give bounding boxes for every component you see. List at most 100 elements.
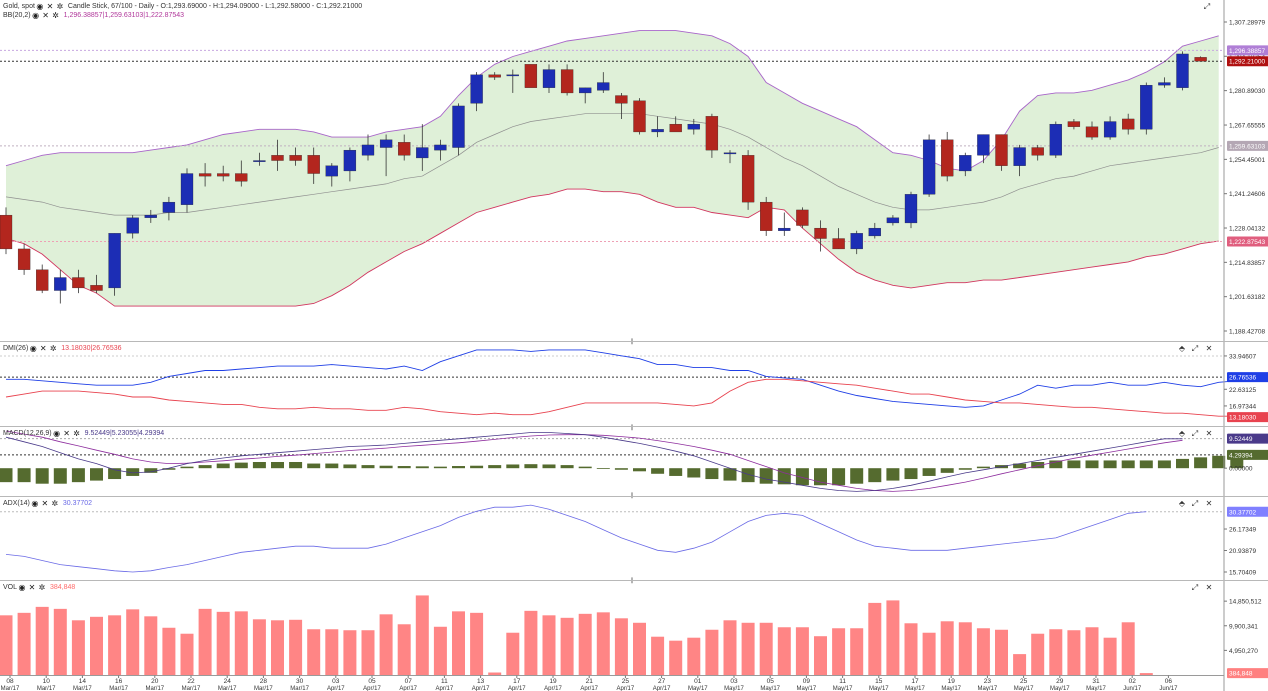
adx-panel[interactable]: 26.17349 20.93879 15.70409 30.37702 ADX(14)… — [0, 496, 1268, 581]
macd-histogram-bar — [777, 468, 791, 485]
dmi-up-icon[interactable]: ⬘ — [1178, 344, 1186, 353]
remove-icon[interactable]: ✕ — [46, 2, 54, 11]
macd-view-icon[interactable]: ◉ — [53, 429, 61, 438]
volume-panel[interactable]: 14,850,512 9,900,341 4,950,270 384,848 08 Mar… — [0, 580, 1268, 691]
macd-maximize-icon[interactable]: ⤢ — [1191, 429, 1199, 438]
vol-view-icon[interactable]: ◉ — [18, 583, 26, 592]
macd-histogram-bar — [633, 468, 646, 472]
vol-remove-icon[interactable]: ✕ — [28, 583, 36, 592]
panel-splitter-icon[interactable]: ∥ — [630, 578, 634, 584]
volume-bar — [560, 617, 574, 675]
macd-histogram-bar — [506, 464, 520, 469]
x-tick-day: 02 — [1129, 678, 1137, 685]
macd-remove-icon[interactable]: ✕ — [63, 429, 70, 438]
volume-bar — [470, 612, 484, 675]
macd-histogram-bar — [542, 464, 556, 469]
x-tick-day: 19 — [549, 678, 557, 685]
x-tick-month: May/17 — [1050, 686, 1070, 691]
dmi-series-line-1 — [5, 378, 1268, 418]
adx-up-icon[interactable]: ⬘ — [1178, 499, 1186, 508]
bb-view-icon[interactable]: ◉ — [32, 11, 40, 20]
macd-histogram-bar — [651, 468, 665, 474]
x-tick-month: Apr/17 — [617, 686, 635, 691]
macd-histogram-bar — [488, 465, 502, 469]
candlestick-chart[interactable]: 1,307.289791,294.103541,280.890301,267.6… — [0, 0, 1268, 341]
bb-lower-line — [5, 188, 1219, 307]
x-tick-day: 08 — [6, 678, 14, 685]
panel-splitter-icon[interactable]: ∥ — [630, 339, 634, 345]
volume-bar — [940, 621, 954, 675]
view-icon[interactable]: ◉ — [36, 2, 44, 11]
maximize-icon[interactable]: ⤢ — [1203, 2, 1211, 11]
candle-body — [904, 194, 918, 224]
vol-tag-0-bg — [1227, 668, 1268, 679]
dmi-settings-icon[interactable]: ✲ — [49, 344, 57, 353]
volume-bar — [832, 628, 846, 675]
dmi-remove-icon[interactable]: ✕ — [39, 344, 47, 353]
bb-settings-icon[interactable]: ✲ — [52, 11, 59, 20]
macd-close-icon[interactable]: ✕ — [1205, 429, 1213, 438]
volume-bar — [868, 602, 882, 675]
y-tick-label: 1,267.65555 — [1229, 123, 1266, 130]
x-tick-month: May/17 — [833, 686, 853, 691]
chart-title: Gold, spot — [3, 3, 35, 10]
candle-body — [579, 87, 592, 94]
candle-body — [398, 142, 411, 156]
volume-bar — [216, 611, 230, 675]
adx-view-icon[interactable]: ◉ — [31, 499, 39, 508]
macd-histogram-bar — [1031, 462, 1045, 469]
y-tick-label: 20.93879 — [1229, 548, 1256, 555]
bb-remove-icon[interactable]: ✕ — [42, 11, 49, 20]
candle-body — [144, 214, 157, 218]
macd-panel[interactable]: 0.00000 9.52449 4.29394 MACD(12,26,9) ◉ ✕ … — [0, 426, 1268, 497]
candle-body — [343, 149, 357, 172]
vol-settings-icon[interactable]: ✲ — [38, 583, 46, 592]
candle-body — [796, 209, 809, 226]
candle-body — [814, 227, 827, 239]
dmi-close-icon[interactable]: ✕ — [1205, 344, 1213, 353]
volume-bar — [488, 672, 502, 675]
candle-body — [307, 155, 320, 174]
volume-bar — [1031, 633, 1045, 675]
macd-values: 9.52449|5.23055|4.29394 — [84, 430, 165, 437]
volume-bar — [379, 614, 393, 675]
candle-body — [17, 248, 31, 270]
macd-up-icon[interactable]: ⬘ — [1178, 429, 1186, 438]
x-tick-day: 05 — [767, 678, 775, 685]
x-tick-month: Mar/17 — [218, 686, 237, 691]
dmi-view-icon[interactable]: ◉ — [29, 344, 37, 353]
candle-body — [180, 173, 194, 205]
candle-body — [36, 269, 49, 291]
x-tick-month: Apr/17 — [472, 686, 490, 691]
macd-settings-icon[interactable]: ✲ — [73, 429, 80, 438]
macd-histogram-bar — [705, 468, 719, 480]
adx-settings-icon[interactable]: ✲ — [51, 499, 59, 508]
x-tick-day: 01 — [694, 678, 702, 685]
macd-histogram-bar — [252, 462, 266, 469]
x-tick-month: May/17 — [1014, 686, 1034, 691]
macd-histogram-bar — [795, 468, 809, 486]
dmi-maximize-icon[interactable]: ⤢ — [1191, 344, 1199, 353]
candle-body — [1067, 121, 1081, 127]
adx-remove-icon[interactable]: ✕ — [41, 499, 49, 508]
price-tag-3-bg — [1227, 236, 1268, 247]
x-tick-day: 10 — [43, 678, 51, 685]
vol-title: VOL — [3, 584, 18, 591]
volume-bar — [0, 615, 13, 675]
x-tick-day: 24 — [224, 678, 232, 685]
settings-icon[interactable]: ✲ — [56, 2, 64, 11]
adx-maximize-icon[interactable]: ⤢ — [1191, 499, 1199, 508]
x-tick-month: May/17 — [978, 686, 998, 691]
panel-splitter-icon[interactable]: ∥ — [630, 425, 634, 431]
x-tick-day: 28 — [260, 678, 268, 685]
vol-maximize-icon[interactable]: ⤢ — [1191, 583, 1199, 592]
main-price-panel[interactable]: 1,307.289791,294.103541,280.890301,267.6… — [0, 0, 1268, 341]
y-tick-label: 1,280.89030 — [1229, 88, 1266, 95]
vol-close-icon[interactable]: ✕ — [1205, 583, 1213, 592]
vol-tag-0: 384,848 — [1229, 671, 1253, 678]
adx-close-icon[interactable]: ✕ — [1205, 499, 1213, 508]
dmi-panel[interactable]: 33.94607 22.63125 16.97344 26.76536 13.18030… — [0, 341, 1268, 427]
x-tick-month: Mar/17 — [145, 686, 164, 691]
x-tick-month: Apr/17 — [508, 686, 526, 691]
volume-bar — [687, 637, 701, 675]
